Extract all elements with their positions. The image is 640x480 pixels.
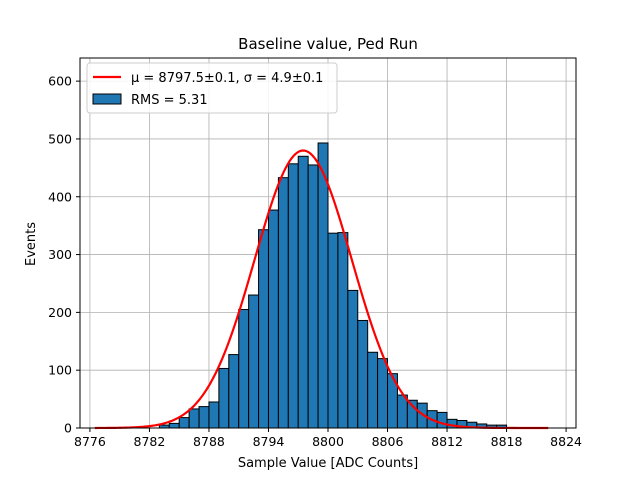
histogram-bar xyxy=(258,229,269,429)
y-tick-label: 400 xyxy=(48,189,72,204)
x-tick-label: 8788 xyxy=(193,434,225,449)
y-tick-label: 200 xyxy=(48,305,72,320)
x-tick-label: 8824 xyxy=(550,434,582,449)
histogram-bar xyxy=(287,163,299,429)
x-tick-label: 8800 xyxy=(312,434,344,449)
histogram-bar xyxy=(377,358,389,429)
histogram-bar xyxy=(436,411,448,429)
y-tick-label: 600 xyxy=(48,74,72,89)
legend-histogram-label: RMS = 5.31 xyxy=(131,93,208,108)
y-tick-label: 0 xyxy=(64,421,72,436)
x-tick-label: 8818 xyxy=(491,434,523,449)
fit-curve-layer xyxy=(94,149,549,430)
histogram-bar xyxy=(297,155,309,429)
histogram-bar xyxy=(277,177,289,429)
x-tick-label: 8782 xyxy=(134,434,166,449)
chart-title: Baseline value, Ped Run xyxy=(238,35,418,53)
legend-fit-label: μ = 8797.5±0.1, σ = 4.9±0.1 xyxy=(131,71,323,86)
x-axis-label: Sample Value [ADC Counts] xyxy=(238,456,418,471)
legend: μ = 8797.5±0.1, σ = 4.9±0.1 RMS = 5.31 xyxy=(86,62,338,114)
histogram-bar xyxy=(178,417,190,429)
histogram-bar xyxy=(168,422,180,429)
histogram-bars xyxy=(158,142,517,429)
x-tick-label: 8776 xyxy=(74,434,106,449)
x-tick-label: 8806 xyxy=(372,434,404,449)
histogram-bar xyxy=(248,294,260,429)
histogram-bar xyxy=(208,401,220,429)
histogram-bar xyxy=(317,142,329,429)
y-tick-label: 300 xyxy=(48,247,72,262)
y-tick-label: 100 xyxy=(48,363,72,378)
histogram-bar xyxy=(218,367,230,429)
histogram-bar xyxy=(267,209,279,429)
histogram-bar xyxy=(347,289,359,429)
x-tick-label: 8794 xyxy=(253,434,285,449)
histogram-bar xyxy=(198,406,210,429)
y-tick-label: 500 xyxy=(48,131,72,146)
histogram-bar xyxy=(188,408,200,429)
legend-box xyxy=(86,62,338,114)
histogram-bar xyxy=(238,308,250,429)
x-tick-label: 8812 xyxy=(431,434,463,449)
legend-histogram-swatch xyxy=(92,93,122,105)
histogram-bar xyxy=(337,232,349,429)
axis-ticks: 8776 8782 8788 8794 8800 8806 8812 8818 8824 0 100… xyxy=(48,74,582,449)
histogram-bar xyxy=(367,351,379,429)
histogram-bar xyxy=(327,232,339,429)
histogram-bar xyxy=(396,394,408,429)
histogram-bar xyxy=(357,319,369,429)
histogram-bar xyxy=(228,354,240,429)
gaussian-fit-curve xyxy=(94,149,549,430)
histogram-bar xyxy=(307,164,319,429)
y-axis-label: Events xyxy=(24,222,39,266)
